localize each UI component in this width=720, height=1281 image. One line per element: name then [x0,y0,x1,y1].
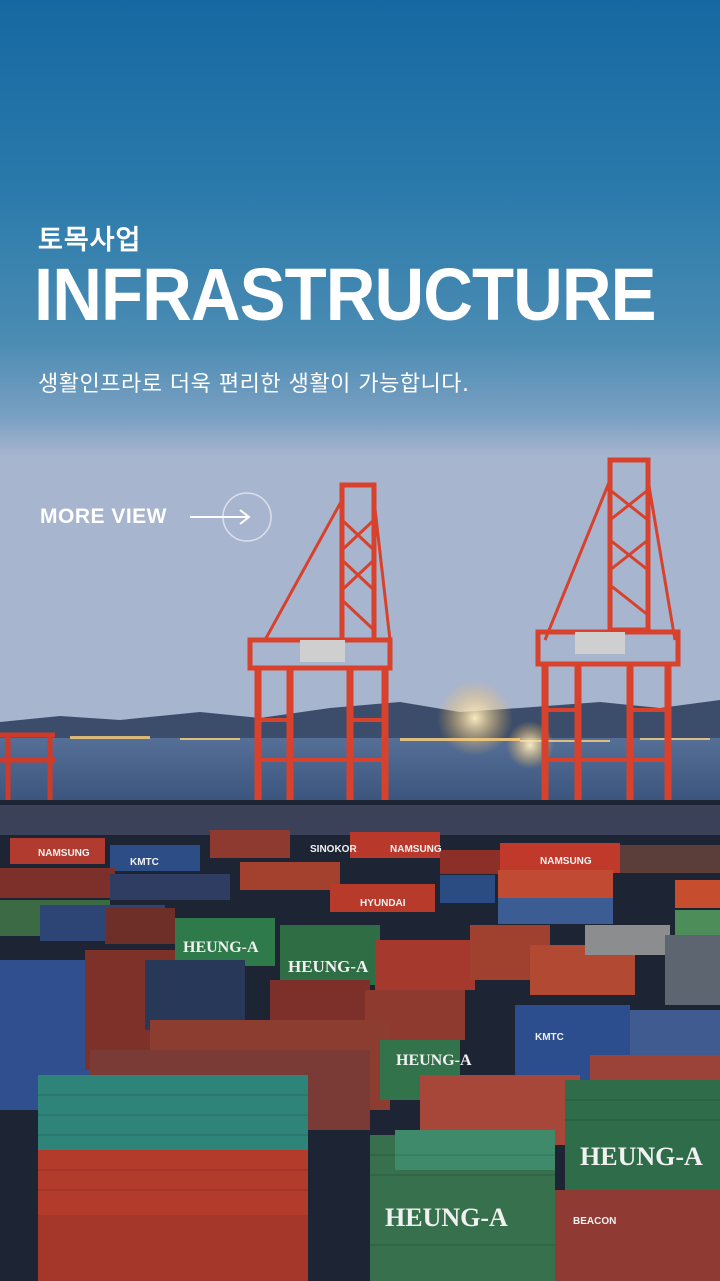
svg-text:HEUNG-A: HEUNG-A [183,939,259,956]
shipping-container-icon [0,805,720,1281]
svg-text:HEUNG-A: HEUNG-A [396,1052,472,1069]
hero-title: INFRASTRUCTURE [34,253,657,336]
gantry-crane-icon [535,457,681,820]
hero-subtitle: 생활인프라로 더욱 편리한 생활이 가능합니다. [38,372,470,397]
arrow-right-circle-icon [190,492,272,542]
svg-text:NAMSUNG: NAMSUNG [390,844,442,855]
hero-kicker: 토목사업 [38,225,142,256]
svg-text:NAMSUNG: NAMSUNG [38,848,90,859]
svg-text:HEUNG-A: HEUNG-A [580,1142,703,1171]
more-view-label: MORE VIEW [40,505,168,528]
gantry-crane-icon [247,482,393,810]
svg-text:KMTC: KMTC [535,1032,564,1043]
svg-text:HYUNDAI: HYUNDAI [360,898,406,909]
gantry-crane-icon [0,732,55,810]
svg-text:BEACON: BEACON [573,1216,616,1227]
svg-text:HEUNG-A: HEUNG-A [385,1203,508,1232]
svg-text:KMTC: KMTC [130,857,159,868]
svg-text:HEUNG-A: HEUNG-A [288,957,369,976]
svg-text:SINOKOR: SINOKOR [310,844,357,855]
svg-text:NAMSUNG: NAMSUNG [540,856,592,867]
more-view-button[interactable]: MORE VIEW [40,491,276,543]
